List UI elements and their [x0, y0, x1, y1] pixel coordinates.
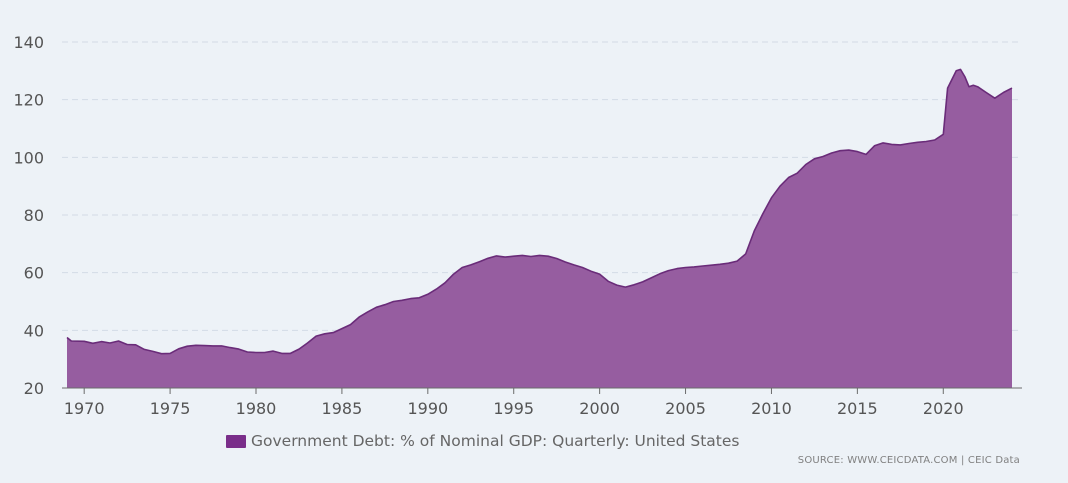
y-tick-label-40: 40 — [24, 321, 44, 340]
x-tick-label-1985: 1985 — [322, 399, 363, 418]
x-tick-label-1980: 1980 — [236, 399, 277, 418]
source-credit: SOURCE: WWW.CEICDATA.COM | CEIC Data — [797, 455, 1020, 466]
x-tick-label-1970: 1970 — [64, 399, 105, 418]
legend-label: Government Debt: % of Nominal GDP: Quart… — [251, 432, 740, 450]
x-axis — [62, 387, 1022, 394]
x-tick-label-1995: 1995 — [493, 399, 534, 418]
chart-legend[interactable]: Government Debt: % of Nominal GDP: Quart… — [226, 432, 739, 450]
y-tick-label-20: 20 — [24, 379, 44, 398]
y-tick-label-80: 80 — [24, 206, 44, 225]
series-area — [66, 68, 1013, 389]
x-tick-label-2015: 2015 — [837, 399, 878, 418]
legend-swatch — [226, 434, 246, 448]
y-tick-label-100: 100 — [13, 148, 44, 167]
x-tick-label-1990: 1990 — [407, 399, 448, 418]
x-tick-label-2005: 2005 — [665, 399, 706, 418]
y-tick-label-140: 140 — [13, 33, 44, 52]
x-axis-tick-labels: 1970 1975 1980 1985 1990 1995 2000 2005 2010 2015… — [64, 399, 964, 418]
debt-series-line[interactable] — [66, 68, 1013, 355]
y-tick-label-120: 120 — [13, 91, 44, 110]
debt-area-fill[interactable] — [67, 69, 1012, 389]
x-tick-label-2000: 2000 — [579, 399, 620, 418]
y-axis-tick-labels: 20 40 60 80 100 120 140 — [13, 33, 44, 398]
x-tick-label-2020: 2020 — [923, 399, 964, 418]
y-tick-label-60: 60 — [24, 264, 44, 283]
x-tick-label-2010: 2010 — [751, 399, 792, 418]
x-tick-label-1975: 1975 — [150, 399, 191, 418]
